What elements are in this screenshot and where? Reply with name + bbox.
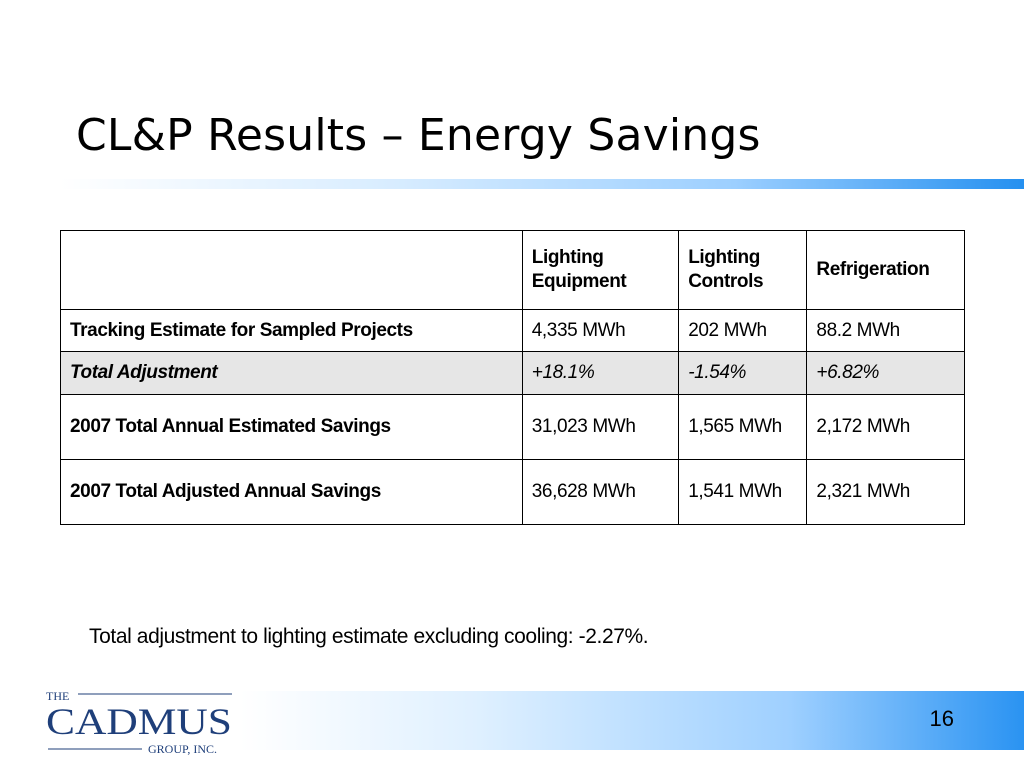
header-cell-refrigeration: Refrigeration — [806, 230, 965, 310]
logo-text-group-inc: GROUP, INC. — [148, 742, 217, 756]
header-cell-lighting-controls: Lighting Controls — [678, 230, 808, 310]
table-header-row: Lighting Equipment Lighting Controls Ref… — [60, 230, 965, 310]
table-cell: 31,023 MWh — [521, 394, 680, 460]
table-cell: 4,335 MWh — [521, 309, 680, 352]
footer-gradient-bar — [240, 691, 1024, 750]
table-row: Total Adjustment +18.1% -1.54% +6.82% — [60, 351, 965, 395]
slide-title: CL&P Results – Energy Savings — [76, 110, 761, 161]
table-cell: 88.2 MWh — [806, 309, 965, 352]
table-cell: 36,628 MWh — [521, 459, 680, 525]
title-underline-bar — [60, 179, 1024, 189]
row-label: 2007 Total Annual Estimated Savings — [60, 394, 523, 460]
table-cell: -1.54% — [678, 351, 808, 395]
table-cell: 1,541 MWh — [678, 459, 808, 525]
table-cell: 1,565 MWh — [678, 394, 808, 460]
table-cell: +6.82% — [806, 351, 965, 395]
table-row: Tracking Estimate for Sampled Projects 4… — [60, 309, 965, 352]
energy-savings-table: Lighting Equipment Lighting Controls Ref… — [60, 230, 965, 525]
logo-text-cadmus: CADMUS — [46, 702, 232, 743]
header-cell-lighting-equipment: Lighting Equipment — [521, 230, 680, 310]
logo-text-the: THE — [46, 689, 69, 703]
table-cell: +18.1% — [521, 351, 680, 395]
row-label: Total Adjustment — [60, 351, 523, 395]
table-cell: 2,172 MWh — [806, 394, 965, 460]
table-row: 2007 Total Annual Estimated Savings 31,0… — [60, 394, 965, 460]
table-cell: 2,321 MWh — [806, 459, 965, 525]
header-cell-empty — [60, 230, 523, 310]
page-number: 16 — [929, 706, 954, 731]
row-label: 2007 Total Adjusted Annual Savings — [60, 459, 523, 525]
table-cell: 202 MWh — [678, 309, 808, 352]
row-label: Tracking Estimate for Sampled Projects — [60, 309, 523, 352]
footnote-text: Total adjustment to lighting estimate ex… — [89, 625, 649, 648]
cadmus-logo: THE CADMUS GROUP, INC. — [46, 689, 232, 756]
table-row: 2007 Total Adjusted Annual Savings 36,62… — [60, 459, 965, 525]
